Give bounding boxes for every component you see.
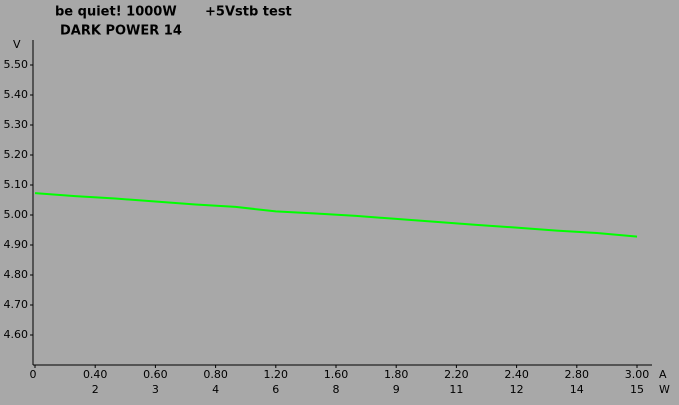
x-tick-label: 1.60 <box>324 368 349 381</box>
model-label: DARK POWER 14 <box>60 24 182 39</box>
chart-title: be quiet! 1000W <box>55 5 177 20</box>
chart-subtitle: +5Vstb test <box>205 5 292 20</box>
x-tick-label: 0.60 <box>143 368 168 381</box>
y-tick-label: 5.30 <box>4 118 29 131</box>
y-tick-label: 5.00 <box>4 208 29 221</box>
x2-axis-label: W <box>659 383 670 396</box>
x2-tick-label: 6 <box>272 383 279 396</box>
y-tick-label: 4.70 <box>4 298 29 311</box>
x2-tick-label: 3 <box>152 383 159 396</box>
x-tick-label: 1.80 <box>384 368 409 381</box>
x-tick-label: 0.80 <box>203 368 228 381</box>
x2-tick-label: 11 <box>449 383 463 396</box>
y-tick-label: 5.20 <box>4 148 29 161</box>
x2-tick-label: 4 <box>212 383 219 396</box>
y-tick-label: 5.10 <box>4 178 29 191</box>
y-tick-label: 4.80 <box>4 268 29 281</box>
x-tick-label: 3.00 <box>625 368 650 381</box>
data-line <box>34 192 638 238</box>
x-tick-label: 1.20 <box>264 368 289 381</box>
y-axis-label: V <box>13 38 21 51</box>
x-tick-label: 0.40 <box>83 368 108 381</box>
y-tick-label: 4.60 <box>4 328 29 341</box>
x2-tick-label: 8 <box>333 383 340 396</box>
y-tick-label: 4.90 <box>4 238 29 251</box>
x-tick-label: 2.40 <box>504 368 529 381</box>
x2-tick-label: 14 <box>570 383 584 396</box>
y-tick-label: 5.50 <box>4 58 29 71</box>
x2-tick-label: 12 <box>510 383 524 396</box>
x-tick-label: 2.80 <box>565 368 590 381</box>
x-tick-label: 0 <box>30 368 37 381</box>
x-axis-label: A <box>659 368 667 381</box>
x2-tick-label: 9 <box>393 383 400 396</box>
x2-tick-label: 2 <box>92 383 99 396</box>
y-tick-label: 5.40 <box>4 88 29 101</box>
x2-tick-label: 15 <box>630 383 644 396</box>
x-tick-label: 2.20 <box>444 368 469 381</box>
